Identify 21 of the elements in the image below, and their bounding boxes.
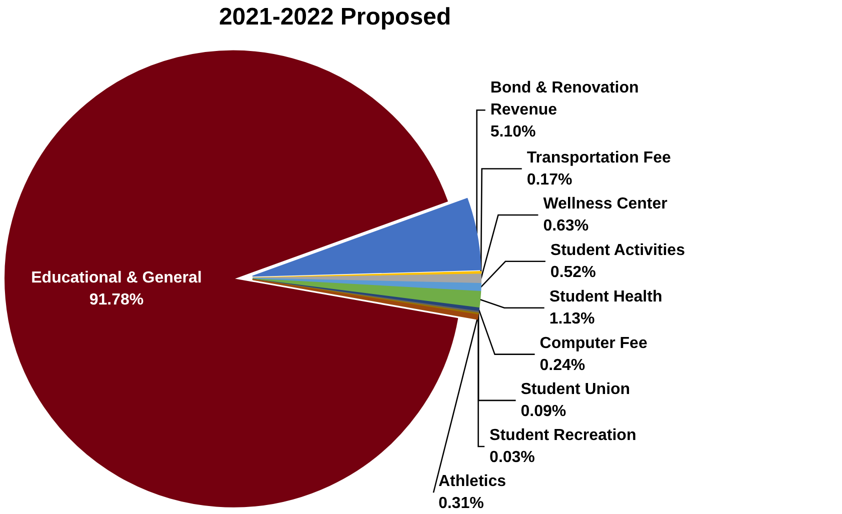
data-label: 0.24% [540, 356, 586, 374]
data-label: 0.03% [490, 449, 535, 466]
slice-label: Computer Fee [540, 334, 648, 352]
data-label: 0.63% [543, 218, 589, 235]
slice-label: Student Recreation [490, 427, 636, 444]
data-label: 0.17% [526, 171, 572, 188]
data-label: 0.31% [438, 495, 484, 512]
data-label: 91.78% [89, 291, 144, 308]
data-label: 0.09% [520, 402, 566, 420]
slice-label: Student Activities [550, 242, 686, 259]
slice-label: Student Union [520, 380, 630, 398]
slice-label: Wellness Center [543, 196, 668, 213]
slice-label: Bond & Renovation Revenue [490, 80, 639, 119]
data-label: 0.52% [550, 264, 596, 281]
chart-title: 2021-2022 Proposed [218, 4, 452, 30]
data-label: 5.10% [490, 124, 536, 141]
slice-label: Student Health [549, 288, 662, 306]
slice-label: Transportation Fee [526, 149, 671, 166]
data-label: 1.13% [549, 310, 595, 328]
slice-label: Educational & General [31, 269, 202, 286]
slice-label: Athletics [438, 473, 506, 490]
